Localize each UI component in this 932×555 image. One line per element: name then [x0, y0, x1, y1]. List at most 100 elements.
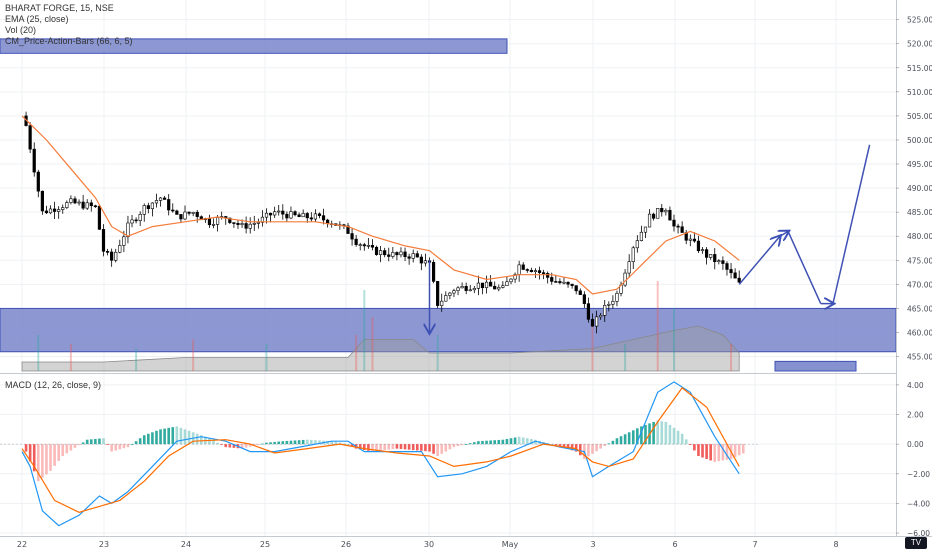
- candle-body-158: [668, 209, 672, 221]
- candle-body-50: [228, 217, 232, 223]
- candle-body-156: [660, 208, 664, 213]
- candle-body-124: [529, 269, 533, 272]
- macd-line: [21, 381, 740, 527]
- macd-hist-bar-33-0: [599, 444, 602, 449]
- macd-hist-bar-41-3: [741, 444, 745, 454]
- volume-bar-6: [363, 290, 366, 371]
- candle-body-160: [676, 225, 680, 228]
- price-tick-label-465: 465.00: [907, 304, 932, 313]
- price-legend: BHARAT FORGE, 15, NSE EMA (25, close) Vo…: [5, 3, 133, 47]
- candle-body-87: [378, 250, 383, 255]
- candle-body-110: [472, 288, 476, 291]
- macd-hist-bar-3-4: [77, 444, 81, 446]
- symbol-title[interactable]: BHARAT FORGE, 15, NSE: [5, 3, 114, 13]
- macd-hist-bar-10-0: [175, 426, 179, 445]
- price-tick-label-460: 460.00: [907, 328, 932, 337]
- candle-body-96: [415, 253, 419, 258]
- macd-hist-bar-14-0: [240, 444, 244, 449]
- price-tick-label-480: 480.00: [907, 232, 932, 241]
- candle-body-52: [236, 222, 240, 225]
- volume-ma-area: [21, 325, 740, 372]
- candle-body-16: [89, 202, 93, 207]
- macd-hist-bar-25-1: [456, 444, 460, 447]
- candle-body-114: [489, 281, 493, 287]
- candle-body-61: [273, 211, 277, 216]
- vol-legend-label[interactable]: Vol (20): [5, 25, 37, 35]
- macd-hist-bar-26-0: [477, 441, 480, 445]
- candle-body-45: [207, 218, 212, 226]
- macd-hist-bar-25-2: [460, 444, 464, 446]
- macd-hist-bar-7-2: [134, 441, 138, 445]
- candle-body-80: [350, 233, 354, 240]
- candle-body-133: [566, 281, 570, 285]
- cm-legend-label[interactable]: CM_Price-Action-Bars (66, 6, 5): [5, 36, 133, 46]
- candle-body-70: [309, 217, 313, 220]
- macd-hist-bar-32-2: [591, 444, 594, 454]
- candle-body-27: [134, 219, 138, 222]
- candle-body-157: [664, 209, 668, 213]
- candle-body-31: [150, 202, 155, 210]
- macd-hist-bar-18-0: [330, 441, 333, 445]
- x-tick-label-6: May: [502, 540, 519, 549]
- candle-body-128: [546, 273, 550, 278]
- macd-hist-bar-34-5: [636, 428, 639, 445]
- candle-body-121: [517, 264, 521, 275]
- resistance-zone: [0, 38, 508, 54]
- candle-body-95: [411, 253, 415, 259]
- macd-hist-bar-16-4: [297, 440, 301, 445]
- macd-hist-bar-4-0: [85, 439, 89, 445]
- macd-hist-bar-0-1: [28, 444, 32, 462]
- candle-body-79: [346, 225, 350, 234]
- candle-body-172: [725, 263, 729, 270]
- candle-body-155: [656, 208, 660, 219]
- candle-body-59: [264, 212, 269, 218]
- macd-hist-bar-1-0: [37, 444, 40, 482]
- macd-hist-bar-4-1: [89, 439, 93, 445]
- candle-body-123: [525, 269, 529, 271]
- candle-body-17: [93, 205, 97, 208]
- candle-body-167: [704, 249, 709, 258]
- candle-body-42: [195, 211, 199, 217]
- price-tick-label-520: 520.00: [907, 40, 932, 49]
- macd-hist-bar-23-1: [432, 444, 435, 454]
- tradingview-logo[interactable]: TV: [905, 537, 927, 549]
- candle-body-147: [623, 272, 627, 286]
- macd-hist-bar-41-2: [737, 444, 741, 456]
- macd-hist-bar-21-0: [371, 444, 374, 452]
- macd-hist-bar-21-3: [383, 444, 386, 451]
- x-tick-label-0: 22: [17, 540, 27, 549]
- macd-hist-bar-6-0: [110, 444, 113, 452]
- candle-body-130: [554, 281, 558, 283]
- macd-hist-bar-17-3: [318, 440, 321, 445]
- candle-body-85: [370, 244, 375, 248]
- macd-hist-bar-30-5: [570, 444, 574, 451]
- price-tick-label-510: 510.00: [907, 88, 932, 97]
- candle-body-117: [501, 285, 505, 288]
- candle-body-161: [680, 226, 684, 233]
- volume-bar-4: [265, 344, 268, 371]
- macd-tick-label-0: 4.00: [907, 381, 924, 390]
- macd-hist-bar-15-3: [277, 441, 281, 445]
- macd-tick-label-1: 2.00: [907, 411, 924, 420]
- candle-body-2: [32, 148, 36, 173]
- macd-hist-bar-5-1: [106, 444, 109, 445]
- candle-body-46: [211, 224, 216, 226]
- candle-body-64: [285, 213, 289, 219]
- macd-hist-bar-3-2: [69, 444, 73, 451]
- zone-layer: [0, 38, 897, 372]
- volume-bar-3: [192, 339, 195, 371]
- projection-leg-0: [738, 236, 780, 285]
- macd-legend-label[interactable]: MACD (12, 26, close, 9): [5, 380, 102, 390]
- macd-hist-bar-37-3: [676, 430, 680, 445]
- macd-hist-bar-33-2: [607, 443, 611, 445]
- macd-hist-bar-6-2: [118, 444, 122, 450]
- volume-bar-9: [591, 326, 594, 371]
- candle-body-38: [179, 214, 183, 220]
- ema-legend-label[interactable]: EMA (25, close): [5, 14, 69, 24]
- macd-hist-bar-24-0: [436, 444, 439, 456]
- macd-hist-bar-25-5: [473, 442, 476, 445]
- candle-body-139: [590, 319, 595, 327]
- macd-hist-bar-10-1: [179, 427, 183, 445]
